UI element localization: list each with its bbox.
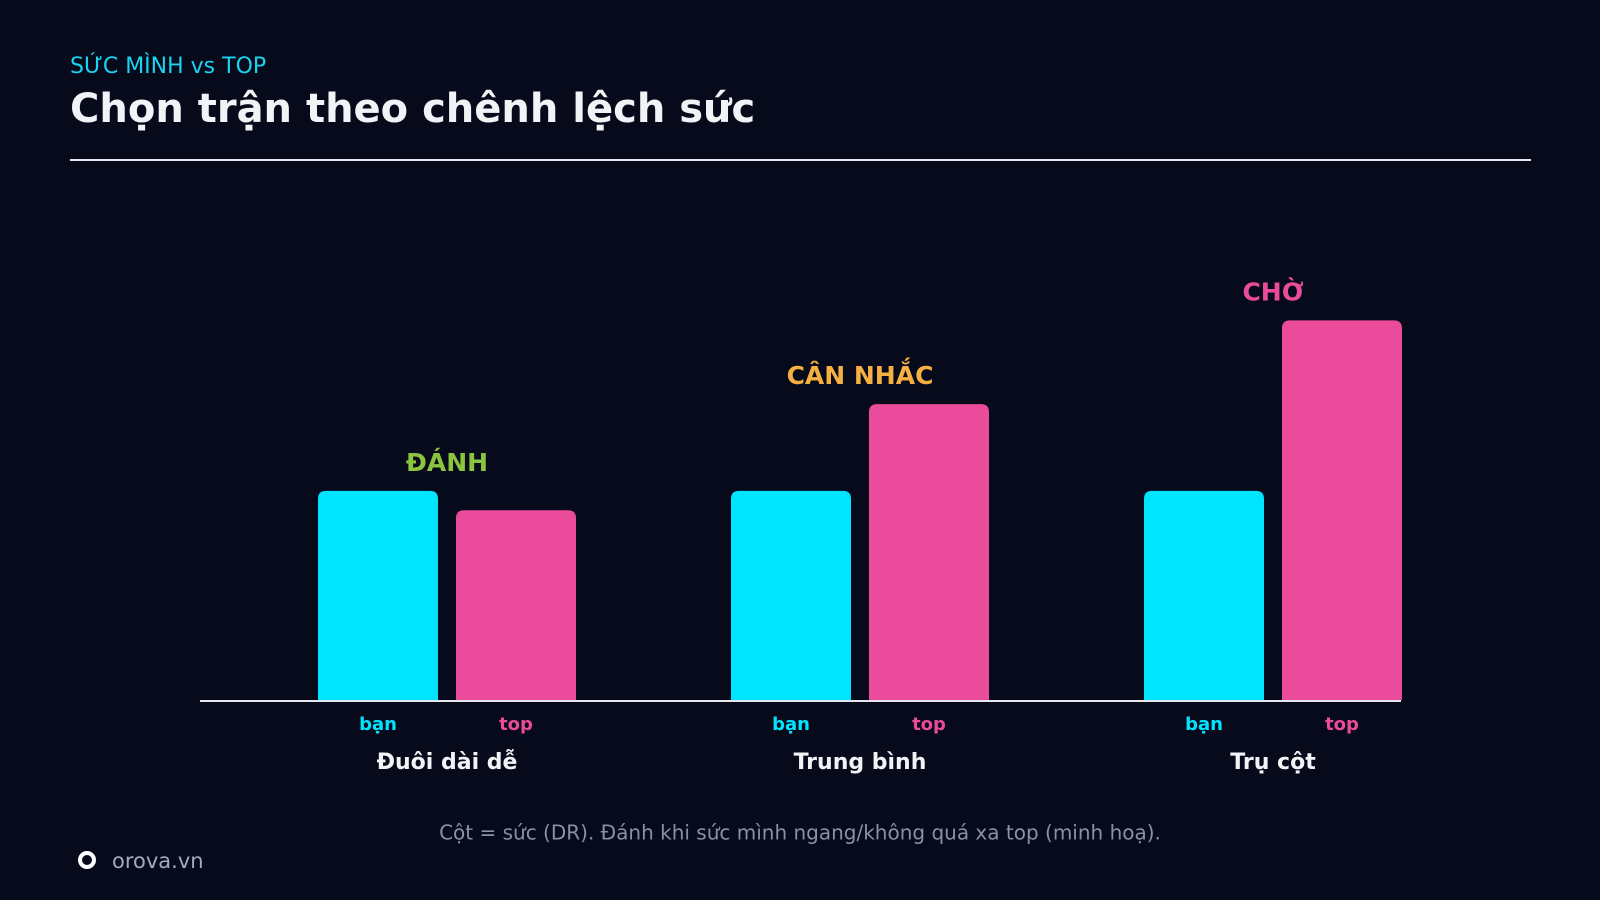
bar	[869, 404, 989, 700]
kicker: SỨC MÌNH vs TOP	[70, 53, 266, 79]
series-label: top	[499, 714, 533, 735]
bar	[456, 510, 576, 700]
brand: orova.vn	[112, 849, 204, 873]
bar	[1282, 320, 1402, 700]
verdict-label: CHỜ	[1242, 276, 1303, 306]
category-label: Trung bình	[794, 750, 927, 775]
verdict-label: CÂN NHẮC	[787, 357, 934, 390]
bar	[318, 490, 438, 700]
series-label: top	[1325, 714, 1359, 735]
caption: Cột = sức (DR). Đánh khi sức mình ngang/…	[439, 821, 1161, 845]
series-label: bạn	[772, 714, 810, 735]
bar	[731, 490, 851, 700]
series-label: top	[912, 714, 946, 735]
category-label: Đuôi dài dễ	[377, 750, 518, 775]
brand-logo	[78, 851, 96, 869]
bar	[1144, 490, 1264, 700]
verdict-label: ĐÁNH	[406, 448, 488, 477]
category-label: Trụ cột	[1230, 750, 1316, 775]
chart-title: Chọn trận theo chênh lệch sức	[70, 86, 755, 132]
series-label: bạn	[1185, 714, 1223, 735]
series-label: bạn	[359, 714, 397, 735]
